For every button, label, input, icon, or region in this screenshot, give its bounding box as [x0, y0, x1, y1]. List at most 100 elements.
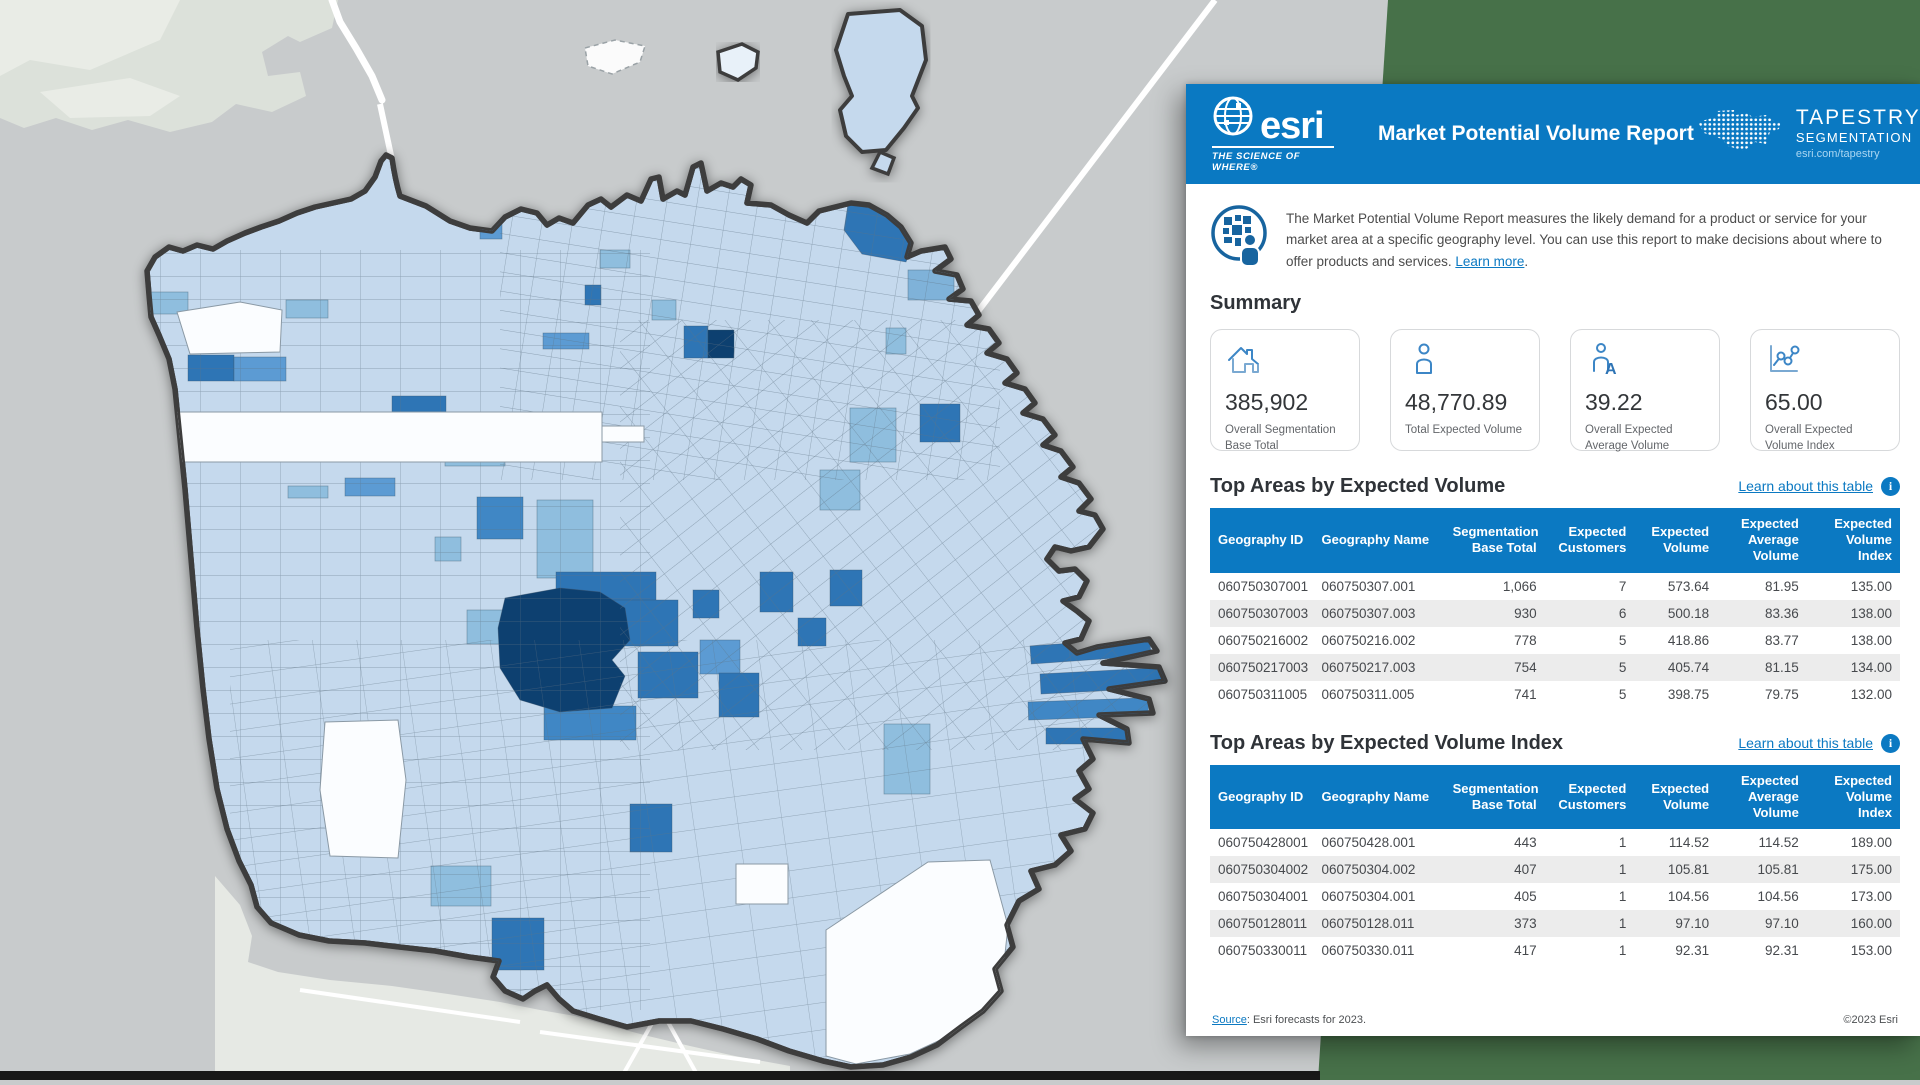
section-head-volume-index: Top Areas by Expected Volume Index Learn…	[1210, 732, 1900, 755]
tapestry-globe-person-icon	[1210, 204, 1270, 271]
column-header: Expected Volume	[1634, 764, 1718, 830]
table-row: 060750428001 060750428.001 443 1 114.52 114.5…	[1210, 829, 1900, 856]
summary-card-expected-volume: 48,770.89 Total Expected Volume	[1390, 328, 1540, 451]
table-row: 060750307001 060750307.001 1,066 7 573.64 81.…	[1210, 573, 1900, 600]
table-cell: 5	[1618, 632, 1627, 648]
card-value: 48,770.89	[1405, 388, 1508, 415]
table-row: 060750330011 060750330.011 417 1 92.31 92.31 1…	[1210, 937, 1900, 964]
column-header: Expected Volume Index	[1806, 507, 1900, 573]
treasure-island	[834, 8, 928, 177]
table-cell: 1	[1618, 916, 1627, 932]
table-cell: 405	[1514, 889, 1537, 905]
table-cell: 189.00	[1850, 835, 1892, 851]
table-cell: 6	[1618, 605, 1627, 621]
svg-text:A: A	[1605, 361, 1617, 376]
summary-cards: 385,902 Overall Segmentation Base Total …	[1210, 328, 1900, 452]
table-cell: 407	[1514, 862, 1537, 878]
bridges	[377, 0, 1218, 320]
source-link[interactable]: Source	[1212, 1014, 1247, 1026]
learn-more-link[interactable]: Learn more	[1455, 253, 1525, 269]
table-cell: 060750311005	[1218, 686, 1308, 702]
column-header: Geography ID	[1210, 507, 1314, 573]
card-value: 65.00	[1765, 388, 1823, 415]
info-icon[interactable]: i	[1881, 733, 1900, 753]
info-icon[interactable]: i	[1881, 476, 1900, 496]
report-footer: Source: Esri forecasts for 2023. ©2023 E…	[1210, 1008, 1900, 1036]
table-cell: 97.10	[1675, 916, 1710, 932]
learn-about-table-link[interactable]: Learn about this table	[1738, 735, 1873, 752]
table-cell: 060750311.005	[1321, 686, 1415, 702]
table-cell: 778	[1514, 632, 1537, 648]
tapestry-brand: TAPESTRY SEGMENTATION esri.com/tapestry	[1694, 104, 1920, 165]
bottom-bar	[0, 1071, 1320, 1080]
table-cell: 7	[1618, 578, 1627, 594]
table-cell: 138.00	[1850, 632, 1892, 648]
table-cell: 1	[1618, 889, 1627, 905]
table-header: Geography ID Geography Name Segmentation…	[1210, 507, 1900, 573]
column-header: Geography ID	[1210, 764, 1314, 830]
table-cell: 134.00	[1850, 659, 1892, 675]
table-cell: 92.31	[1765, 943, 1799, 959]
basemap-island	[584, 39, 646, 75]
table-row: 060750304002 060750304.002 407 1 105.81 105.8…	[1210, 856, 1900, 884]
parks	[157, 301, 1009, 1065]
table-cell: 060750217003	[1218, 659, 1309, 675]
card-label: Total Expected Volume	[1405, 423, 1522, 436]
marin-land	[0, 0, 386, 132]
table-cell: 175.00	[1850, 862, 1892, 878]
table-cell: 060750307.001	[1321, 578, 1416, 594]
table-cell: 5	[1618, 659, 1627, 675]
column-header: Segmentation Base Total	[1444, 764, 1545, 830]
table-cell: 573.64	[1667, 578, 1710, 594]
summary-card-base-total: 385,902 Overall Segmentation Base Total	[1210, 328, 1360, 452]
report-header: esri THE SCIENCE OF WHERE® Market Potent…	[1186, 84, 1920, 184]
table-cell: 060750304.001	[1321, 889, 1416, 905]
table-cell: 79.75	[1765, 686, 1799, 702]
table-cell: 135.00	[1850, 578, 1892, 594]
table-cell: 373	[1514, 916, 1537, 932]
report-body: The Market Potential Volume Report measu…	[1186, 184, 1920, 1036]
section-heading: Top Areas by Expected Volume Index	[1210, 731, 1564, 754]
logo-divider	[1212, 146, 1334, 148]
intro-period: .	[1524, 253, 1529, 269]
table-cell: 104.56	[1667, 889, 1710, 905]
table-cell: 060750428001	[1218, 835, 1309, 851]
person-a-icon: A	[1585, 342, 1623, 380]
learn-about-table-link[interactable]: Learn about this table	[1738, 478, 1873, 495]
report-title: Market Potential Volume Report	[1378, 122, 1694, 145]
table-cell: 1	[1618, 943, 1627, 959]
table-cell: 398.75	[1667, 686, 1710, 702]
table-cell: 930	[1514, 605, 1537, 621]
table-cell: 060750307001	[1218, 578, 1309, 594]
table-cell: 105.81	[1757, 862, 1799, 878]
map-canvas[interactable]	[0, 0, 1390, 1081]
table-cell: 060750304001	[1218, 889, 1309, 905]
intro-section: The Market Potential Volume Report measu…	[1210, 204, 1900, 272]
sf-map	[0, 0, 1218, 1081]
card-value: 39.22	[1585, 388, 1643, 415]
table-cell: 060750307.003	[1321, 605, 1416, 621]
table-cell: 1,066	[1502, 578, 1537, 594]
alcatraz-island	[716, 42, 760, 82]
esri-globe-icon	[1212, 95, 1254, 142]
table-cell: 060750216002	[1218, 632, 1309, 648]
column-header: Expected Volume Index	[1806, 764, 1900, 830]
card-value: 385,902	[1225, 388, 1309, 415]
house-icon	[1225, 346, 1263, 380]
brand-line2: SEGMENTATION	[1795, 130, 1913, 146]
table-cell: 417	[1514, 943, 1537, 959]
table-cell: 104.56	[1757, 889, 1799, 905]
chart-dots-icon	[1765, 344, 1803, 380]
person-icon	[1405, 343, 1443, 380]
table-header: Geography ID Geography Name Segmentation…	[1210, 764, 1900, 830]
brand-line1: TAPESTRY	[1795, 106, 1920, 130]
table-cell: 81.95	[1765, 578, 1799, 594]
column-header: Geography Name	[1313, 507, 1445, 573]
intro-paragraph: The Market Potential Volume Report measu…	[1286, 204, 1900, 272]
table-row: 060750216002 060750216.002 778 5 418.86 83.77…	[1210, 627, 1900, 654]
table-cell: 97.10	[1765, 916, 1799, 932]
table-cell: 754	[1514, 659, 1537, 675]
report-panel: esri THE SCIENCE OF WHERE® Market Potent…	[1186, 84, 1920, 1036]
table-cell: 060750128.011	[1321, 916, 1415, 932]
table-cell: 92.31	[1675, 943, 1710, 959]
